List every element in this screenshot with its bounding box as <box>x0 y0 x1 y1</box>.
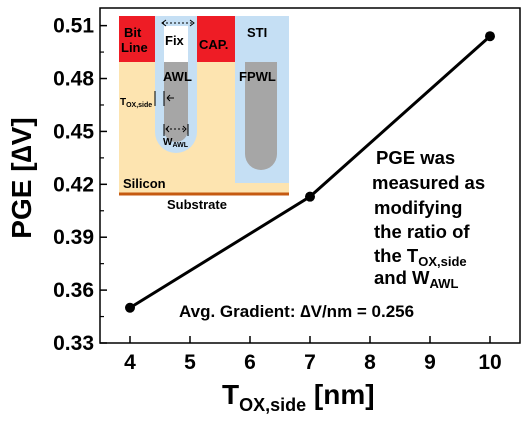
annotation-line-6: and WAWL <box>374 267 458 291</box>
x-tick-label: 10 <box>478 351 501 374</box>
inset-diagram: Bit Line Fix CAP. STI AWL FPWL TOX,side … <box>119 16 289 212</box>
inset-wawl-sub: AWL <box>172 142 188 149</box>
inset-awl-label: AWL <box>163 69 192 84</box>
x-axis-title-sub: OX,side <box>239 395 306 415</box>
y-tick-label: 0.51 <box>53 15 94 38</box>
annotation-line-6-sub: AWL <box>430 276 459 291</box>
x-tick-label: 5 <box>184 351 196 374</box>
y-tick-label: 0.42 <box>53 173 94 196</box>
inset-cap <box>197 16 235 62</box>
x-ticks: 4 5 6 7 8 9 10 <box>124 336 502 374</box>
inset-sti-label: STI <box>247 25 267 40</box>
inset-dimension-arrows <box>154 19 195 136</box>
x-tick-label: 7 <box>304 351 316 374</box>
inset-bit-line <box>119 16 155 62</box>
x-tick-label: 9 <box>424 351 436 374</box>
annotation-line-3: modifying <box>374 197 462 218</box>
annotation-line-6-main: and W <box>374 267 430 288</box>
inset-silicon-label: Silicon <box>123 176 166 191</box>
y-tick-label: 0.33 <box>53 332 94 355</box>
annotation-line-5-main: the T <box>374 245 419 266</box>
y-tick-label: 0.36 <box>53 279 94 302</box>
inset-fix-label: Fix <box>165 33 185 48</box>
x-axis-title-main: T <box>222 379 239 410</box>
data-point <box>125 302 135 313</box>
annotation-line-2: measured as <box>372 172 485 193</box>
annotation-line-4: the ratio of <box>374 221 470 242</box>
annotation-text: PGE was measured as modifying the ratio … <box>372 147 490 242</box>
x-axis-title-unit: [nm] <box>306 379 374 410</box>
data-point <box>485 31 495 42</box>
y-tick-label: 0.48 <box>53 68 94 91</box>
annotation-line-1: PGE was <box>376 147 455 168</box>
inset-tox-sub: OX,side <box>126 102 152 109</box>
inset-wawl-label: WAWL <box>163 137 189 149</box>
inset-fpwl-label: FPWL <box>239 69 276 84</box>
inset-awl-gate <box>164 62 188 142</box>
inset-tox-main: T <box>120 97 126 108</box>
y-ticks: 0.33 0.36 0.39 0.42 0.45 0.48 0.51 <box>53 15 107 355</box>
inset-fpwl-gate <box>245 62 277 170</box>
inset-bit-label: Bit <box>124 25 142 40</box>
annotation-line-5-sub: OX,side <box>418 254 466 269</box>
data-series <box>125 31 495 313</box>
x-tick-label: 4 <box>124 351 136 374</box>
annotation-line-5: the TOX,side <box>374 245 467 269</box>
inset-fix-region <box>164 26 188 62</box>
inset-substrate-label: Substrate <box>167 197 227 212</box>
y-tick-label: 0.39 <box>53 226 94 249</box>
y-axis-title: PGE [∆V] <box>6 117 37 238</box>
inset-wawl-main: W <box>163 137 173 148</box>
x-tick-label: 8 <box>364 351 376 374</box>
data-point <box>305 191 315 202</box>
x-axis-title: TOX,side [nm] <box>222 379 375 415</box>
inset-tox-label: TOX,side <box>120 97 152 109</box>
inset-line-label: Line <box>121 40 148 55</box>
y-tick-label: 0.45 <box>53 120 94 143</box>
inset-cap-label: CAP. <box>199 37 228 52</box>
x-tick-label: 6 <box>244 351 256 374</box>
gradient-text: Avg. Gradient: ∆V/nm = 0.256 <box>179 302 414 321</box>
